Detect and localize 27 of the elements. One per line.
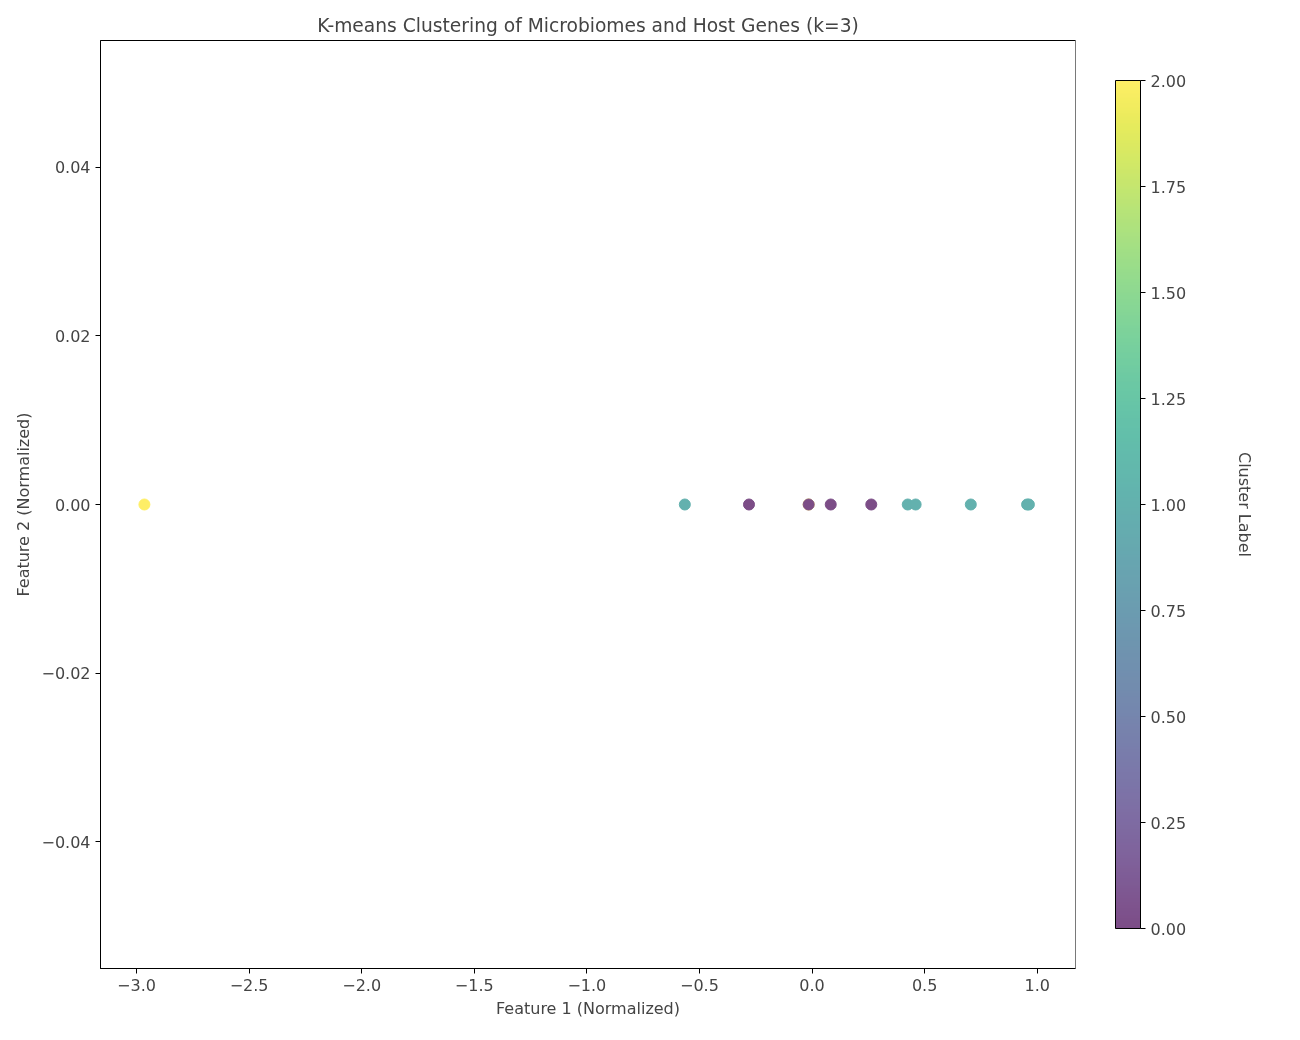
color-bar-label: 1.25	[1150, 389, 1187, 409]
x-tick-label: −2.0	[342, 975, 382, 995]
y-tick-label: 0.02	[54, 326, 91, 346]
x-tick-label: −1.5	[454, 975, 494, 995]
color-bar-label: 0.00	[1150, 919, 1187, 939]
color-bar-label: 1.00	[1150, 495, 1187, 515]
x-tick-label: 0.0	[799, 975, 825, 995]
color-bar-label: 1.75	[1150, 177, 1187, 197]
y-tick-label: −0.04	[41, 832, 91, 852]
color-bar-label: 2.00	[1150, 71, 1187, 91]
y-tick-label: 0.04	[54, 158, 91, 178]
color-bar-label: 0.50	[1150, 707, 1187, 727]
x-tick-label: −2.5	[229, 975, 269, 995]
y-tick-label: −0.02	[41, 664, 91, 684]
x-tick-label: −0.5	[680, 975, 719, 995]
color-bar-label: 1.50	[1150, 283, 1187, 303]
x-tick-label: −1.0	[567, 975, 607, 995]
color-bar-title: Cluster Label	[1234, 451, 1254, 558]
y-axis-title: Feature 2 (Normalized)	[14, 412, 34, 597]
color-bar-label: 0.25	[1150, 813, 1187, 833]
x-tick-label: 1.0	[1024, 975, 1050, 995]
chart-title: K-means Clustering of Microbiomes and Host Genes (k=3)	[317, 14, 859, 36]
x-tick-label: −3.0	[117, 975, 156, 995]
x-tick-label: 0.5	[911, 975, 938, 995]
y-tick-label: 0.00	[54, 495, 91, 515]
color-bar-label: 0.75	[1150, 601, 1187, 621]
x-axis-title: Feature 1 (Normalized)	[495, 998, 681, 1018]
